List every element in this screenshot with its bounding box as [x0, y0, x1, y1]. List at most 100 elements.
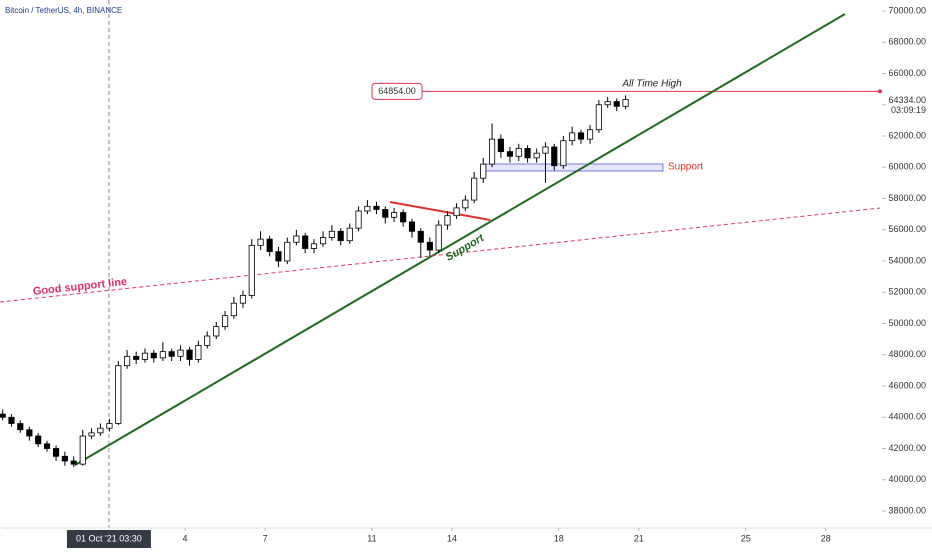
last-price-box — [886, 91, 930, 116]
y-tick-label: 44000.00 — [888, 412, 926, 422]
candle-body — [302, 235, 309, 249]
candle-body — [426, 241, 433, 251]
candle-body — [355, 210, 362, 229]
candle-body — [115, 365, 122, 424]
ath-label: 64854.00 — [378, 86, 416, 96]
y-tick-label: 52000.00 — [888, 287, 926, 297]
y-tick-label: 42000.00 — [888, 443, 926, 453]
candle-body — [373, 205, 380, 210]
symbol-title: Bitcoin / TetherUS, 4h, BINANCE — [5, 6, 122, 15]
candle-body — [35, 435, 42, 445]
candle-body — [408, 221, 416, 232]
candle-body — [462, 199, 469, 209]
trend-line — [389, 201, 491, 221]
candle-body — [293, 235, 300, 243]
last-price-label: 64334.00 — [888, 95, 926, 105]
candle-body — [310, 243, 318, 249]
candle-body — [453, 207, 460, 217]
candle-body — [97, 427, 104, 434]
y-tick-label: 50000.00 — [888, 318, 926, 328]
candle-body — [400, 212, 407, 223]
candle-body — [186, 349, 193, 360]
x-tick-label: 14 — [447, 533, 457, 543]
candle-body — [106, 423, 113, 429]
candle-body — [133, 355, 140, 360]
y-tick-label: 40000.00 — [888, 474, 926, 484]
candle-body — [61, 455, 68, 462]
candle-body — [204, 335, 211, 346]
x-tick-label: 28 — [821, 533, 831, 543]
candle-body — [248, 244, 255, 296]
support-zone — [484, 163, 664, 172]
candle-body — [159, 351, 166, 359]
candle-body — [444, 215, 451, 226]
candle-body — [613, 101, 620, 107]
candle-body — [391, 212, 398, 218]
candle-body — [506, 151, 514, 157]
candle-body — [346, 227, 353, 242]
candle-body — [26, 429, 33, 437]
candle-body — [266, 238, 273, 253]
x-tick-label: 11 — [367, 533, 376, 543]
candle-body — [533, 152, 540, 159]
candle-body — [222, 315, 229, 328]
candle-body — [79, 435, 86, 465]
support-zone-text: Support — [668, 162, 703, 173]
candle-body — [604, 101, 611, 106]
candle-body — [542, 146, 549, 154]
x-tick-label: 21 — [634, 533, 644, 543]
ath-label-box — [371, 82, 423, 100]
candle-body — [43, 443, 51, 449]
x-tick-label: 7 — [0, 533, 1, 543]
candle-body — [337, 230, 344, 242]
ath-text: All Time High — [621, 79, 682, 90]
y-tick-label: 56000.00 — [888, 224, 926, 234]
x-tick-label: 7 — [263, 533, 268, 543]
candle-body — [17, 423, 24, 431]
candle-body — [284, 241, 291, 262]
candle-body — [515, 148, 522, 157]
candle-body — [168, 351, 175, 357]
y-tick-label: 60000.00 — [888, 162, 926, 172]
y-tick-label: 70000.00 — [888, 5, 926, 15]
candle-body — [52, 448, 60, 457]
countdown-label: 03:09:19 — [891, 105, 926, 115]
candle-body — [0, 413, 6, 418]
candle-body — [328, 230, 335, 238]
x-tick-label: 18 — [554, 533, 564, 543]
candle-body — [177, 349, 184, 357]
candle-body — [275, 251, 282, 262]
candle-body — [497, 138, 504, 153]
candle-body — [88, 432, 95, 437]
candle-body — [586, 129, 594, 140]
candle-body — [150, 352, 157, 359]
candle-body — [471, 177, 478, 201]
candle-body — [257, 238, 264, 246]
y-tick-label: 54000.00 — [888, 255, 926, 265]
candle-body — [595, 104, 602, 131]
y-tick-label: 46000.00 — [888, 380, 926, 390]
candle-body — [8, 416, 15, 424]
candle-body — [577, 132, 585, 140]
x-tick-label: 25 — [741, 533, 751, 543]
ath-dot — [878, 89, 882, 94]
candle-body — [417, 230, 424, 243]
candle-body — [560, 140, 567, 167]
y-tick-label: 62000.00 — [888, 130, 926, 140]
candle-body — [124, 355, 131, 367]
candle-body — [488, 138, 496, 165]
candle-body — [239, 294, 247, 304]
candle-body — [569, 132, 576, 142]
trend-line — [74, 13, 846, 466]
candle-body — [230, 302, 237, 317]
y-tick-label: 58000.00 — [888, 193, 926, 203]
candle-body — [195, 344, 202, 360]
y-tick-label: 66000.00 — [888, 68, 926, 78]
crosshair-x-label: 01 Oct '21 03:30 — [76, 533, 142, 543]
candle-body — [622, 99, 629, 107]
y-tick-label: 38000.00 — [888, 505, 926, 515]
y-tick-label: 48000.00 — [888, 349, 926, 359]
y-tick-label: 68000.00 — [888, 37, 926, 47]
